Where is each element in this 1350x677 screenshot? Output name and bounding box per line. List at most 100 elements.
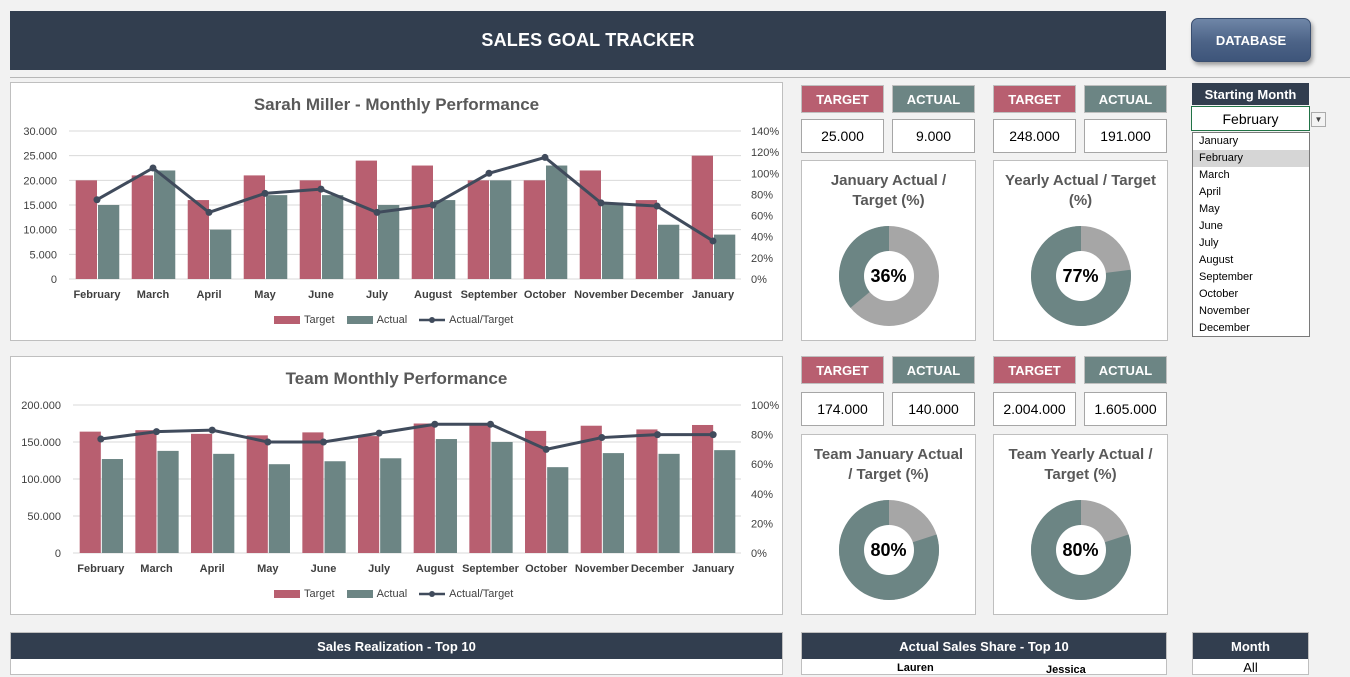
dropdown-option[interactable]: August (1199, 254, 1234, 266)
team-chart-title: Team Monthly Performance (285, 369, 508, 388)
team-month-target-label: TARGET (801, 356, 884, 384)
y2-tick-label: 60% (751, 459, 773, 471)
year-donut-panel: Yearly Actual / Target (%) 77% (993, 160, 1168, 341)
sales-realization-panel: Sales Realization - Top 10 (10, 632, 783, 675)
share-name-label: Jessica (1046, 664, 1086, 676)
legend-actual-swatch (346, 590, 373, 598)
bar-target (75, 180, 97, 279)
legend-target-swatch (274, 590, 300, 598)
y2-tick-label: 80% (751, 189, 773, 201)
bar-target (243, 175, 265, 279)
donut-hole (1056, 525, 1106, 575)
starting-month-select[interactable]: February (1191, 106, 1310, 131)
bar-target (246, 435, 268, 553)
dropdown-option[interactable]: September (1199, 271, 1253, 283)
x-category-label: January (692, 563, 735, 575)
ratio-point (149, 164, 157, 172)
y-tick-label: 30.000 (23, 126, 57, 138)
ratio-point (205, 208, 213, 216)
page-title: SALES GOAL TRACKER (10, 11, 1166, 70)
x-category-label: September (461, 289, 519, 301)
x-category-label: November (574, 289, 629, 301)
month-filter-value[interactable]: All (1243, 660, 1258, 675)
bar-target (187, 200, 209, 279)
bar-actual (98, 205, 120, 279)
x-category-label: March (140, 563, 173, 575)
team-month-donut-chart (839, 500, 939, 600)
bar-target (355, 160, 377, 279)
chevron-down-icon[interactable]: ▼ (1311, 112, 1326, 127)
share-name-label: Lauren (897, 662, 934, 674)
dropdown-option[interactable]: June (1199, 220, 1223, 232)
x-category-label: June (311, 563, 337, 575)
bar-actual (210, 229, 232, 279)
bar-target (691, 155, 713, 279)
bar-actual (268, 464, 290, 553)
year-donut-chart (1031, 226, 1131, 326)
bar-target (525, 430, 547, 553)
bar-target (358, 436, 380, 553)
bar-actual (658, 224, 680, 279)
x-category-label: September (462, 563, 520, 575)
bar-target (191, 433, 213, 553)
x-category-label: August (416, 563, 454, 575)
starting-month-dropdown: January February March April May June Ju… (1192, 132, 1310, 337)
y2-tick-label: 0% (751, 274, 767, 286)
bar-actual (490, 180, 512, 279)
dropdown-option[interactable]: October (1199, 288, 1239, 300)
team-month-donut-title: Team January Actual / Target (%) (813, 446, 964, 483)
x-category-label: July (366, 289, 389, 301)
ratio-point (709, 237, 717, 245)
dropdown-option-selected[interactable]: February (1193, 150, 1309, 167)
ratio-line (100, 422, 714, 451)
y-tick-label: 50.000 (27, 511, 61, 523)
dropdown-option[interactable]: November (1199, 305, 1250, 317)
x-category-label: May (257, 563, 279, 575)
month-actual-label: ACTUAL (892, 85, 975, 113)
bar-target (636, 429, 658, 553)
x-category-label: February (77, 563, 125, 575)
x-category-label: April (196, 289, 221, 301)
legend-ratio-label: Actual/Target (449, 588, 514, 600)
individual-chart-legend: Target Actual Actual/Target (274, 314, 513, 326)
dropdown-option[interactable]: July (1199, 237, 1219, 249)
ratio-line (96, 155, 714, 243)
x-category-label: March (137, 289, 170, 301)
legend-ratio-label: Actual/Target (449, 314, 514, 326)
bar-actual (714, 234, 736, 279)
y-tick-label: 200.000 (21, 400, 61, 412)
ratio-point (654, 431, 661, 439)
bar-target (131, 175, 153, 279)
ratio-point (261, 189, 269, 197)
x-category-label: November (575, 563, 630, 575)
ratio-point (597, 199, 605, 207)
dropdown-option[interactable]: May (1199, 203, 1220, 215)
bar-actual (101, 459, 123, 553)
dropdown-option[interactable]: March (1199, 169, 1230, 181)
bar-target (635, 200, 657, 279)
x-category-label: October (525, 563, 568, 575)
y-tick-label: 100.000 (21, 474, 61, 486)
bar-actual (378, 205, 400, 279)
bar-target (302, 432, 324, 553)
team-year-target-value: 2.004.000 (993, 392, 1076, 426)
y-tick-label: 20.000 (23, 175, 57, 187)
x-category-label: July (368, 563, 391, 575)
ratio-point (373, 208, 381, 216)
team-year-actual-label: ACTUAL (1084, 356, 1167, 384)
legend-target-label: Target (304, 314, 335, 326)
dropdown-option[interactable]: April (1199, 186, 1222, 198)
dropdown-option[interactable]: December (1199, 322, 1250, 334)
legend-actual-label: Actual (376, 314, 408, 326)
bar-actual (491, 442, 513, 553)
team-month-actual-value: 140.000 (892, 392, 975, 426)
ratio-point (653, 202, 661, 210)
legend-actual-label: Actual (376, 588, 408, 600)
y2-tick-label: 120% (751, 147, 779, 159)
y2-tick-label: 100% (751, 168, 779, 180)
dropdown-option[interactable]: January (1199, 135, 1239, 147)
team-year-donut-panel: Team Yearly Actual / Target (%) 80% (993, 434, 1168, 615)
legend-ratio-swatch (419, 591, 446, 597)
x-category-label: October (524, 289, 567, 301)
database-button[interactable]: DATABASE (1191, 18, 1311, 62)
